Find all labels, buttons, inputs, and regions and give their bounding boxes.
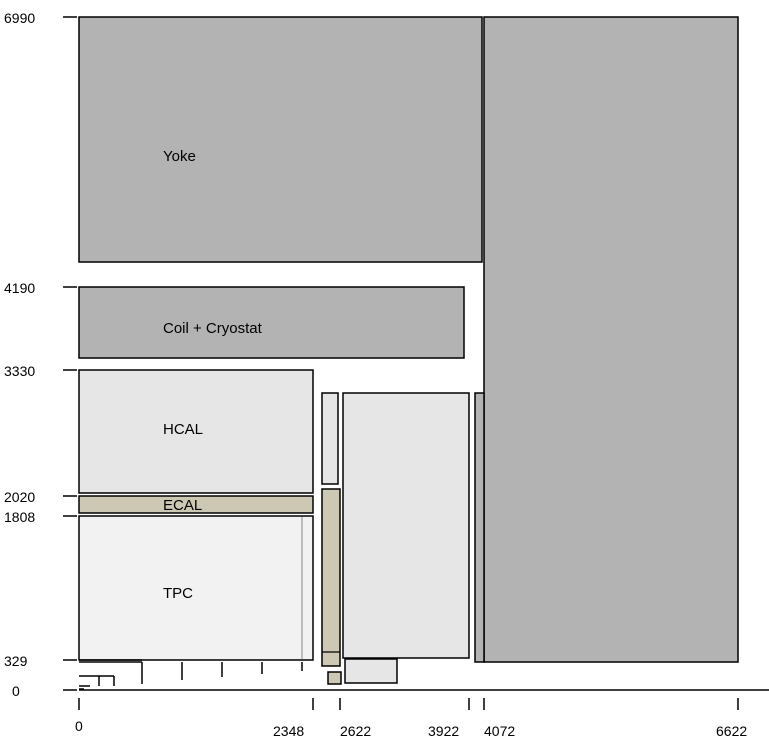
x-tick-label: 4072 xyxy=(484,723,515,739)
endcap-hcal-region xyxy=(342,392,470,659)
y-tick-label: 1808 xyxy=(4,509,35,525)
y-tick-label: 329 xyxy=(4,653,28,669)
coil-cryostat-region xyxy=(78,286,465,359)
x-axis xyxy=(78,689,769,710)
endcap-hcal-ring xyxy=(321,392,339,485)
x-tick-label: 0 xyxy=(75,718,83,734)
y-tick-label: 2020 xyxy=(4,489,35,505)
yoke-region xyxy=(78,16,483,263)
y-tick-label: 4190 xyxy=(4,280,35,296)
forward-calorimeter-box xyxy=(344,658,398,684)
endcap-ecal-region xyxy=(321,488,341,667)
ecal-region xyxy=(78,495,314,514)
coil-cryostat-label: Coil + Cryostat xyxy=(163,320,263,337)
hcal-label: HCAL xyxy=(163,421,203,438)
x-tick-label: 6622 xyxy=(716,723,747,739)
yoke-label: Yoke xyxy=(163,148,196,165)
x-tick-label: 3922 xyxy=(428,723,459,739)
x-tick-label: 2348 xyxy=(273,723,304,739)
y-tick-label: 3330 xyxy=(4,363,35,379)
hcal-region xyxy=(78,369,314,494)
lumical-box xyxy=(327,671,342,685)
y-tick-label: 0 xyxy=(12,683,20,699)
y-axis xyxy=(63,16,77,691)
tpc-label: TPC xyxy=(163,585,193,602)
coil-endcap-strip xyxy=(474,392,485,663)
x-tick-label: 2622 xyxy=(340,723,371,739)
tpc-region xyxy=(78,515,314,661)
yoke-endcap-region xyxy=(483,16,739,663)
y-tick-label: 6990 xyxy=(4,10,35,26)
inner-tracker-lines xyxy=(79,659,303,690)
ecal-label: ECAL xyxy=(163,497,202,514)
